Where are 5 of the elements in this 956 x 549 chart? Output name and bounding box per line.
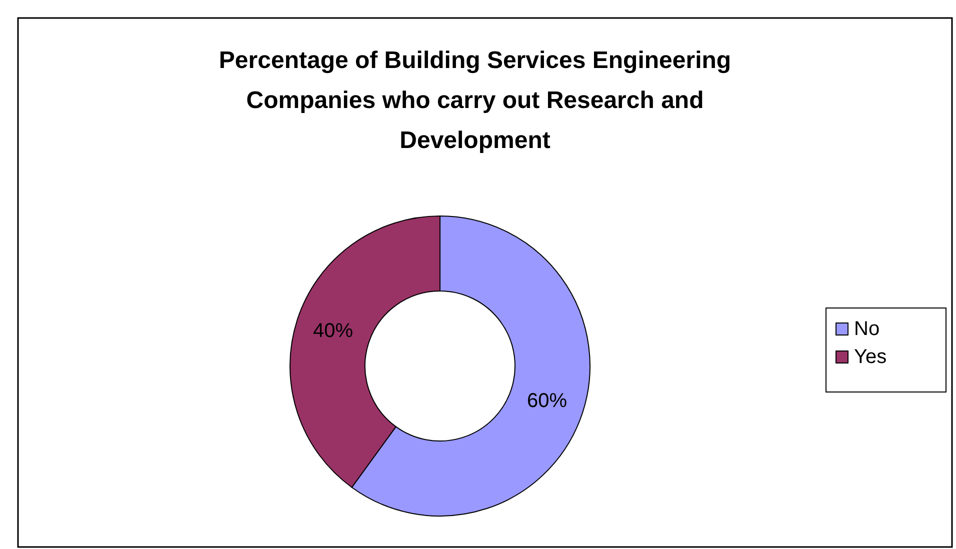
data-label: 40% bbox=[312, 320, 354, 342]
chart-title: Percentage of Building Services Engineering Companies who carry out Research and Development bbox=[218, 47, 732, 154]
data-label: 60% bbox=[526, 390, 568, 412]
legend-label: No bbox=[854, 318, 880, 340]
legend-label: Yes bbox=[854, 346, 887, 368]
